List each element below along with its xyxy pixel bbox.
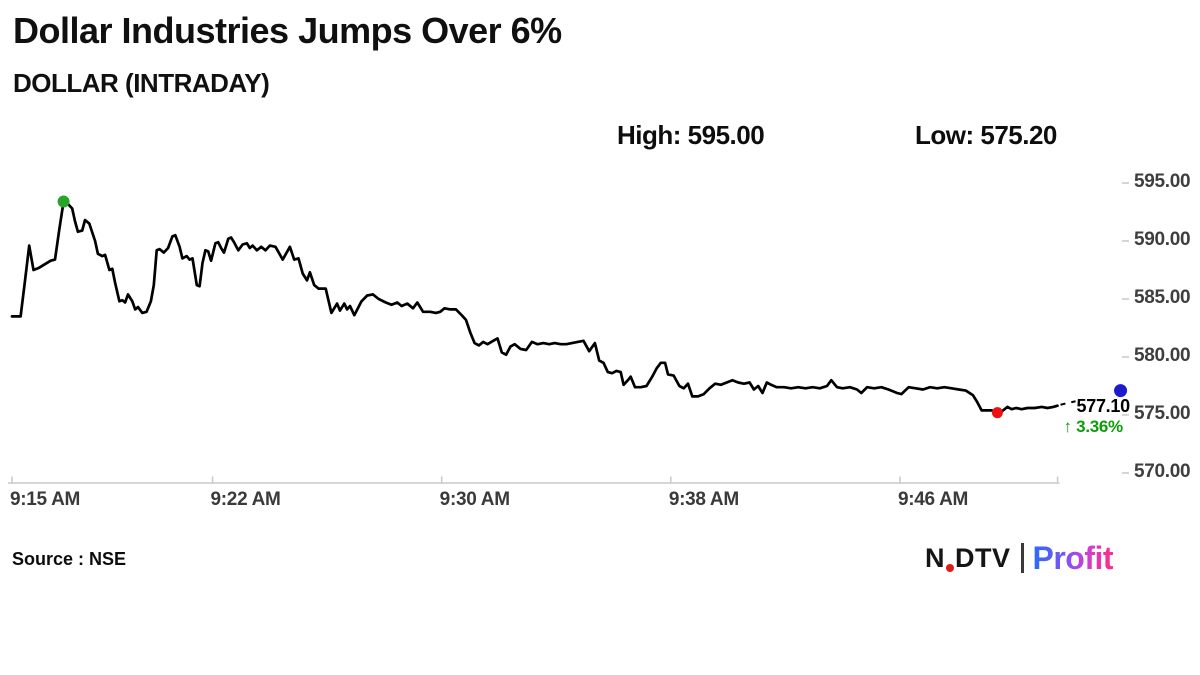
y-axis-label: 595.00: [1134, 171, 1191, 192]
chart-subtitle: DOLLAR (INTRADAY): [13, 68, 270, 98]
y-axis-label: 570.00: [1134, 461, 1191, 482]
ndtv-red-dot-icon: [946, 563, 954, 572]
ndtv-letters-dtv: DTV: [955, 542, 1011, 573]
price-line: [10, 200, 1059, 415]
low-point-dot: [991, 407, 1003, 419]
ndtv-letter-n: N: [925, 542, 945, 573]
y-axis-label: 575.00: [1134, 403, 1191, 424]
high-value-label: High: 595.00: [617, 120, 765, 150]
x-axis-label: 9:15 AM: [10, 489, 81, 510]
page-title: Dollar Industries Jumps Over 6%: [13, 10, 562, 51]
x-axis-label: 9:46 AM: [898, 489, 969, 510]
change-percent-label: ↑ 3.36%: [1063, 416, 1124, 436]
source-attribution: Source : NSE: [12, 549, 127, 569]
last-point-dot: [1114, 384, 1128, 398]
ndtv-profit-logo: N DTV Profit: [925, 538, 1114, 578]
y-axis-label: 580.00: [1134, 345, 1191, 366]
x-axis-label: 9:30 AM: [439, 489, 510, 510]
ndtv-wordmark: N DTV: [925, 543, 1011, 574]
profit-wordmark: Profit: [1032, 539, 1114, 576]
x-axis-label: 9:38 AM: [668, 489, 739, 510]
y-axis-label: 590.00: [1134, 229, 1191, 250]
low-value-label: Low: 575.20: [915, 120, 1057, 150]
high-point-dot: [57, 195, 70, 208]
x-axis-label: 9:22 AM: [210, 489, 281, 510]
logo-divider: [1020, 543, 1024, 573]
y-axis-label: 585.00: [1134, 287, 1191, 308]
last-price-connector: [1060, 400, 1076, 406]
last-price-label: 577.10: [1076, 395, 1131, 416]
